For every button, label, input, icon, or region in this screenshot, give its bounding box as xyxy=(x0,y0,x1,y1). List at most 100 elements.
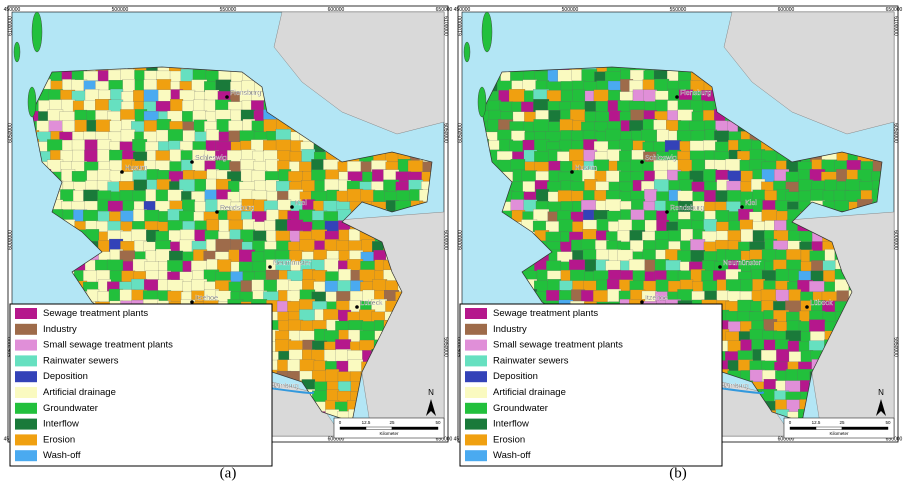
legend-swatch xyxy=(465,339,487,351)
catchment-patch xyxy=(133,151,148,163)
catchment-patch xyxy=(572,89,586,103)
scale-unit: Kilometer xyxy=(829,431,849,436)
catchment-patch xyxy=(596,218,610,233)
catchment-patch xyxy=(690,250,706,263)
catchment-patch xyxy=(314,381,328,393)
catchment-patch xyxy=(569,149,586,163)
y-tick-label: 6050000 xyxy=(457,123,463,143)
catchment-patch xyxy=(337,371,352,383)
y-tick-label: 6000000 xyxy=(893,230,899,250)
catchment-patch xyxy=(109,160,124,173)
x-tick-label: 650000 xyxy=(886,436,903,442)
catchment-patch xyxy=(167,129,184,143)
legend-swatch xyxy=(15,387,37,398)
island xyxy=(463,41,471,63)
legend-swatch xyxy=(465,434,487,446)
catchment-patch xyxy=(167,189,184,203)
catchment-patch xyxy=(644,189,658,203)
catchment-patch xyxy=(71,171,88,183)
city-dot xyxy=(268,265,272,269)
legend-label: Interflow xyxy=(43,419,79,430)
city-label: Schleswig xyxy=(645,155,677,162)
legend-label: Small sewage treatment plants xyxy=(43,340,173,351)
city-label: Husum xyxy=(125,165,147,172)
catchment-patch xyxy=(702,280,718,293)
catchment-patch xyxy=(338,268,352,283)
city-label: Hamburg xyxy=(720,383,749,390)
catchment-patch xyxy=(628,259,646,273)
catchment-patch xyxy=(120,210,136,223)
north-label: N xyxy=(878,388,884,397)
catchment-patch xyxy=(570,269,586,283)
catchment-patch xyxy=(727,190,742,203)
catchment-patch xyxy=(182,100,196,113)
catchment-patch xyxy=(499,101,514,113)
catchment-patch xyxy=(265,159,280,173)
scale-segment xyxy=(339,426,367,430)
legend-label: Wash-off xyxy=(493,450,531,461)
legend-label: Wash-off xyxy=(43,450,81,461)
catchment-patch xyxy=(133,179,148,193)
map-panel: Flensburg Husum Schleswig Kiel Rendsburg Neum… xyxy=(454,5,903,467)
catchment-patch xyxy=(605,170,622,183)
catchment-patch xyxy=(547,279,562,293)
catchment-patch xyxy=(655,279,670,293)
catchment-patch xyxy=(97,149,112,163)
catchment-patch xyxy=(703,169,718,183)
scale-segment xyxy=(789,426,817,430)
catchment-patch xyxy=(95,119,112,133)
catchment-patch xyxy=(679,179,694,193)
city-dot xyxy=(190,300,194,304)
catchment-patch xyxy=(254,180,268,193)
catchment-patch xyxy=(775,268,790,283)
catchment-patch xyxy=(348,240,364,253)
catchment-patch xyxy=(691,181,706,193)
city-label: Hamburg xyxy=(270,383,299,390)
catchment-patch xyxy=(299,239,316,253)
catchment-patch xyxy=(548,110,562,123)
catchment-patch xyxy=(194,131,208,143)
catchment-patch xyxy=(155,101,172,113)
panel-caption: (b) xyxy=(669,465,687,481)
city-dot xyxy=(225,95,229,99)
city-label: Schleswig xyxy=(195,155,227,162)
legend-label: Erosion xyxy=(43,434,75,445)
legend-label: Rainwater sewers xyxy=(43,355,119,366)
catchment-patch xyxy=(608,89,622,103)
legend-label: Artificial drainage xyxy=(43,387,116,398)
catchment-patch xyxy=(107,200,124,213)
catchment-patch xyxy=(715,190,730,203)
scale-label: 50 xyxy=(435,420,441,425)
catchment-patch xyxy=(336,291,352,303)
catchment-patch xyxy=(545,231,562,243)
legend-swatch xyxy=(465,355,487,367)
city-label: Kiel xyxy=(295,200,307,207)
legend-swatch xyxy=(15,434,37,446)
catchment-patch xyxy=(776,349,790,363)
legend-label: Sewage treatment plants xyxy=(43,308,148,319)
north-arrow xyxy=(426,399,436,416)
catchment-patch xyxy=(748,311,766,323)
legend-label: Sewage treatment plants xyxy=(493,308,598,319)
catchment-patch xyxy=(715,210,730,223)
catchment-patch xyxy=(786,320,802,333)
catchment-patch xyxy=(692,191,706,203)
catchment-patch xyxy=(74,119,88,133)
catchment-patch xyxy=(557,190,574,203)
catchment-patch xyxy=(301,180,316,193)
catchment-patch xyxy=(121,91,136,103)
catchment-patch xyxy=(727,170,742,183)
catchment-patch xyxy=(788,289,802,303)
catchment-patch xyxy=(533,119,550,133)
legend-swatch xyxy=(15,371,37,383)
legend-swatch xyxy=(15,402,37,414)
catchment-patch xyxy=(740,279,754,293)
catchment-patch xyxy=(347,161,364,173)
city-dot xyxy=(740,205,744,209)
x-tick-label: 600000 xyxy=(328,7,345,13)
x-tick-label: 450000 xyxy=(4,7,21,13)
catchment-patch xyxy=(787,230,802,243)
catchment-patch xyxy=(703,140,718,153)
catchment-patch xyxy=(727,340,742,353)
catchment-patch xyxy=(252,261,268,273)
